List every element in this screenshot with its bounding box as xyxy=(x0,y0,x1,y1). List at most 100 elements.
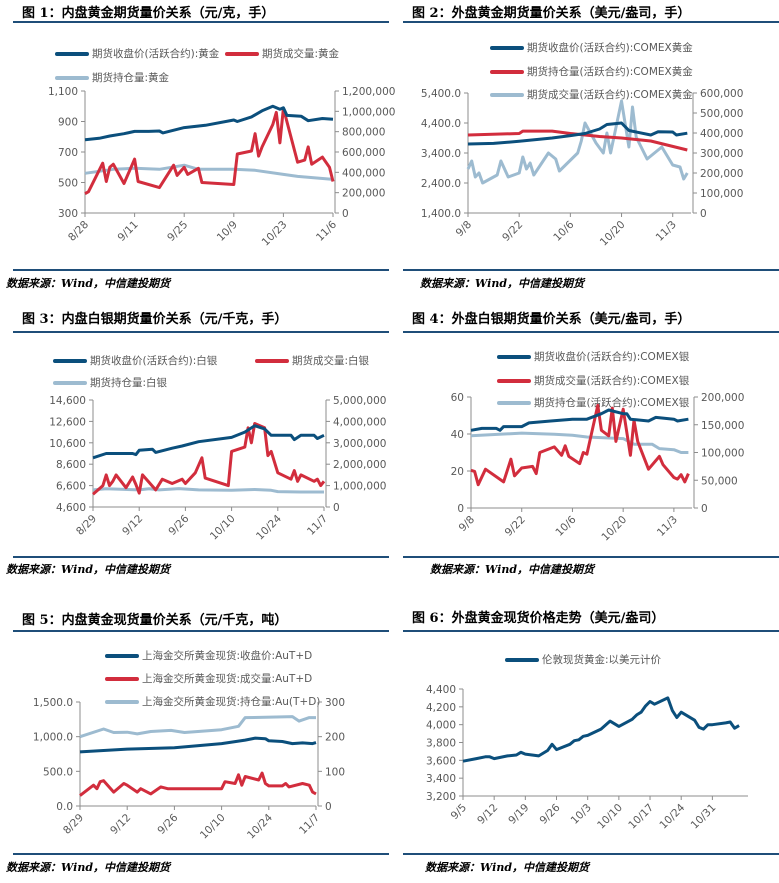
x-tick-label: 9/26 xyxy=(537,801,562,826)
x-tick-label: 9/8 xyxy=(457,514,477,534)
title-rule xyxy=(13,331,389,333)
source-rule xyxy=(13,853,389,855)
x-tick-label: 9/22 xyxy=(500,219,525,244)
y-tick-label: 40 xyxy=(451,429,464,441)
x-tick-label: 10/20 xyxy=(598,219,628,249)
source-note: 数据来源：Wind，中信建投期货 xyxy=(425,861,590,874)
y-right-tick-label: 400,000 xyxy=(342,167,385,179)
series-line xyxy=(467,121,688,146)
chart-svg: 300 500 700 900 1,100 0 200,000 400,000 600,000 8… xyxy=(48,86,396,249)
y-tick-label: 3,800 xyxy=(426,738,456,750)
series-line xyxy=(92,424,325,460)
y-right-tick-label: 200,000 xyxy=(700,168,743,180)
y-tick-label: 6,600 xyxy=(56,481,86,493)
y-tick-label: 4,000 xyxy=(426,720,456,732)
chart-title: 图 4：外盘白银期货量价关系（美元/盎司，手） xyxy=(412,312,691,327)
y-tick-label: 3,400.0 xyxy=(421,148,461,160)
title-rule xyxy=(13,21,389,23)
y-tick-label: 5,400.0 xyxy=(421,88,461,100)
x-tick-label: 10/10 xyxy=(595,802,625,832)
y-right-tick-label: 3,000,000 xyxy=(333,438,386,450)
y-tick-label: 700 xyxy=(58,147,78,159)
source-note: 数据来源：Wind，中信建投期货 xyxy=(6,277,171,290)
chart-svg: 1,400.0 2,400.0 3,400.0 4,400.0 5,400.0 0 100,… xyxy=(421,88,744,249)
y-tick-label: 500.0 xyxy=(43,766,73,778)
y-tick-label: 1,500.0 xyxy=(33,697,73,709)
series-line xyxy=(79,771,317,797)
legend-item: 伦敦现货黄金:以美元计价 xyxy=(505,652,661,667)
x-tick-label: 10/17 xyxy=(626,802,656,832)
x-tick-label: 9/19 xyxy=(506,802,531,827)
source-note: 数据来源：Wind，中信建投期货 xyxy=(6,861,171,874)
x-tick-label: 10/6 xyxy=(553,513,578,538)
source-note: 数据来源：Wind，中信建投期货 xyxy=(420,277,585,290)
legend-label: 上海金交所黄金现货:成交量:AuT+D xyxy=(142,673,313,685)
y-tick-label: 1,400.0 xyxy=(421,208,461,220)
chart-title: 图 3：内盘白银期货量价关系（元/千克，手） xyxy=(22,312,288,327)
y-tick-label: 4,400 xyxy=(426,684,456,696)
x-tick-label: 10/24 xyxy=(254,512,284,542)
legend-label: 期货收盘价(活跃合约):COMEX银 xyxy=(534,351,690,363)
legend-swatch xyxy=(490,92,524,97)
x-tick-label: 11/3 xyxy=(655,514,680,539)
legend-item: 期货持仓量:白银 xyxy=(53,375,167,390)
x-tick-label: 8/29 xyxy=(74,513,99,538)
y-tick-label: 10,600 xyxy=(49,438,86,450)
series-line xyxy=(462,696,740,763)
series-line xyxy=(470,403,690,487)
chart-panel-2: 图 2：外盘黄金期货量价关系（美元/盎司，手） 数据来源：Wind，中信建投期货 期… xyxy=(390,0,779,290)
x-tick-label: 9/5 xyxy=(449,802,469,822)
x-tick-label: 11/7 xyxy=(297,812,322,837)
x-tick-label: 10/10 xyxy=(198,812,228,842)
legend-swatch xyxy=(55,75,89,80)
x-tick-label: 8/28 xyxy=(66,219,91,244)
title-rule xyxy=(403,331,779,333)
chart-panel-3: 图 3：内盘白银期货量价关系（元/千克，手） 数据来源：Wind，中信建投期货 期货… xyxy=(0,300,389,590)
y-tick-label: 0.0 xyxy=(56,801,73,813)
y-right-tick-label: 300 xyxy=(325,697,345,709)
legend-item: 期货收盘价(活跃合约):黄金 xyxy=(55,46,219,61)
y-right-tick-label: 150,000 xyxy=(701,420,744,432)
legend-swatch xyxy=(225,51,259,56)
y-tick-label: 1,100 xyxy=(48,86,78,98)
y-right-tick-label: 800,000 xyxy=(342,127,385,139)
x-tick-label: 10/3 xyxy=(569,802,594,827)
y-right-tick-label: 200,000 xyxy=(701,392,744,404)
legend-swatch xyxy=(497,400,531,405)
legend-label: 期货持仓量(活跃合约):COMEX银 xyxy=(534,397,690,409)
legend-item: 期货成交量:黄金 xyxy=(225,46,339,61)
legend-swatch xyxy=(497,354,531,359)
legend-swatch xyxy=(497,378,531,383)
y-right-tick-label: 200 xyxy=(325,732,345,744)
y-right-tick-label: 50,000 xyxy=(701,475,738,487)
chart-panel-6: 图 6：外盘黄金现货价格走势（美元/盎司） 数据来源：Wind，中信建投期货 伦敦现… xyxy=(390,595,779,883)
legend-swatch xyxy=(53,358,87,363)
y-right-tick-label: 100 xyxy=(325,766,345,778)
source-rule xyxy=(13,269,389,271)
y-right-tick-label: 0 xyxy=(342,208,349,220)
legend-label: 期货收盘价(活跃合约):白银 xyxy=(90,355,218,367)
legend-item: 期货收盘价(活跃合约):COMEX银 xyxy=(497,349,689,364)
title-rule xyxy=(403,630,779,632)
y-right-tick-label: 600,000 xyxy=(700,88,743,100)
series-line xyxy=(79,715,316,739)
x-tick-label: 9/26 xyxy=(155,811,180,836)
y-right-tick-label: 2,000,000 xyxy=(333,459,386,471)
legend-label: 上海金交所黄金现货:收盘价:AuT+D xyxy=(142,650,313,662)
y-tick-label: 14,600 xyxy=(49,395,86,407)
x-tick-label: 10/24 xyxy=(245,811,275,841)
legend-label: 期货持仓量(活跃合约):COMEX黄金 xyxy=(527,66,693,78)
source-note: 数据来源：Wind，中信建投期货 xyxy=(6,563,171,576)
y-right-tick-label: 1,000,000 xyxy=(342,106,395,118)
legend-label: 伦敦现货黄金:以美元计价 xyxy=(542,654,662,666)
x-tick-label: 11/7 xyxy=(305,513,330,538)
y-tick-label: 3,200 xyxy=(426,791,456,803)
x-tick-label: 9/8 xyxy=(454,219,474,239)
y-right-tick-label: 100,000 xyxy=(700,188,743,200)
x-tick-label: 10/6 xyxy=(551,218,576,243)
series-line xyxy=(84,106,335,196)
source-rule xyxy=(403,269,779,271)
legend-label: 上海金交所黄金现货:持仓量:Au(T+D) xyxy=(142,696,321,708)
legend-swatch xyxy=(105,653,139,658)
